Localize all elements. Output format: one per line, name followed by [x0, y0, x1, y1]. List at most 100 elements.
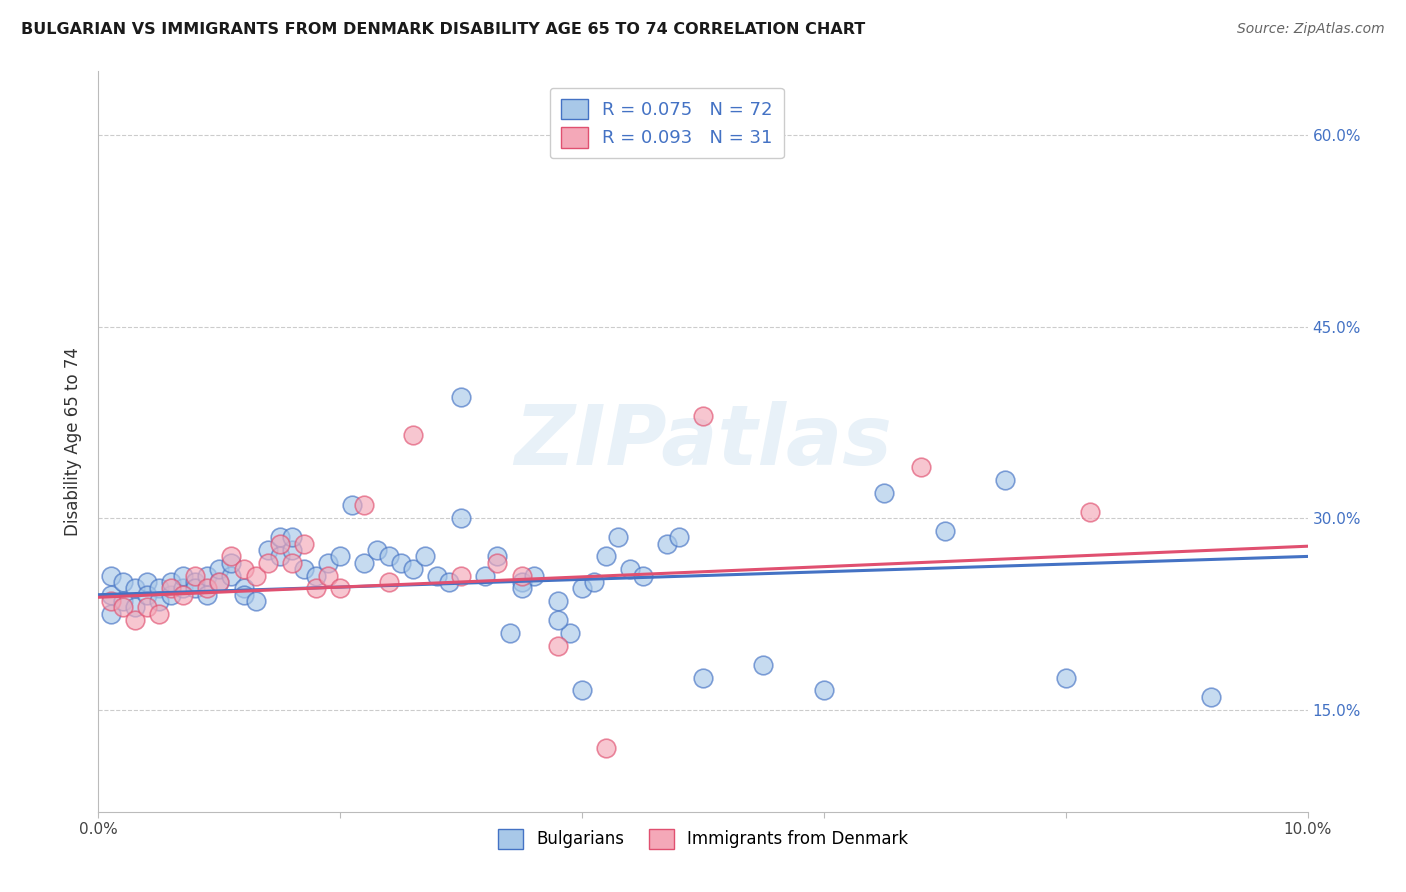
Point	[1199, 690, 1222, 704]
Point	[692, 409, 714, 423]
Y-axis label: Disability Age 65 to 74: Disability Age 65 to 74	[65, 347, 83, 536]
Point	[124, 613, 146, 627]
Point	[547, 639, 569, 653]
Point	[305, 582, 328, 596]
Point	[655, 536, 678, 550]
Point	[402, 562, 425, 576]
Point	[402, 428, 425, 442]
Point	[281, 556, 304, 570]
Text: Source: ZipAtlas.com: Source: ZipAtlas.com	[1237, 22, 1385, 37]
Point	[195, 588, 218, 602]
Point	[256, 556, 278, 570]
Point	[389, 556, 412, 570]
Point	[583, 574, 606, 589]
Point	[510, 582, 533, 596]
Point	[510, 574, 533, 589]
Point	[437, 574, 460, 589]
Point	[595, 549, 617, 564]
Point	[208, 562, 231, 576]
Point	[547, 613, 569, 627]
Point	[195, 568, 218, 582]
Point	[124, 600, 146, 615]
Point	[366, 543, 388, 558]
Point	[111, 600, 134, 615]
Point	[619, 562, 641, 576]
Point	[631, 568, 654, 582]
Point	[558, 626, 581, 640]
Point	[510, 568, 533, 582]
Point	[595, 740, 617, 755]
Point	[245, 568, 267, 582]
Point	[413, 549, 436, 564]
Point	[668, 530, 690, 544]
Point	[426, 568, 449, 582]
Point	[498, 626, 520, 640]
Point	[607, 530, 630, 544]
Point	[329, 549, 352, 564]
Point	[232, 588, 254, 602]
Point	[292, 536, 315, 550]
Point	[377, 549, 399, 564]
Point	[571, 582, 593, 596]
Point	[135, 574, 157, 589]
Point	[450, 390, 472, 404]
Point	[305, 568, 328, 582]
Point	[474, 568, 496, 582]
Point	[232, 562, 254, 576]
Point	[353, 499, 375, 513]
Point	[148, 582, 170, 596]
Point	[245, 594, 267, 608]
Point	[994, 473, 1017, 487]
Point	[342, 499, 364, 513]
Point	[813, 683, 835, 698]
Point	[135, 600, 157, 615]
Point	[160, 574, 183, 589]
Point	[135, 588, 157, 602]
Point	[692, 671, 714, 685]
Point	[523, 568, 546, 582]
Point	[486, 556, 509, 570]
Point	[353, 556, 375, 570]
Point	[160, 588, 183, 602]
Point	[221, 556, 243, 570]
Point	[450, 511, 472, 525]
Point	[269, 536, 291, 550]
Point	[195, 582, 218, 596]
Text: BULGARIAN VS IMMIGRANTS FROM DENMARK DISABILITY AGE 65 TO 74 CORRELATION CHART: BULGARIAN VS IMMIGRANTS FROM DENMARK DIS…	[21, 22, 865, 37]
Point	[100, 607, 122, 621]
Point	[232, 582, 254, 596]
Point	[316, 568, 339, 582]
Point	[292, 562, 315, 576]
Point	[100, 594, 122, 608]
Point	[269, 530, 291, 544]
Point	[148, 594, 170, 608]
Point	[221, 549, 243, 564]
Point	[160, 582, 183, 596]
Point	[571, 683, 593, 698]
Point	[329, 582, 352, 596]
Point	[934, 524, 956, 538]
Point	[1054, 671, 1077, 685]
Text: ZIPatlas: ZIPatlas	[515, 401, 891, 482]
Point	[281, 530, 304, 544]
Point	[100, 588, 122, 602]
Point	[111, 594, 134, 608]
Point	[873, 485, 896, 500]
Point	[208, 574, 231, 589]
Point	[1078, 505, 1101, 519]
Point	[184, 568, 207, 582]
Point	[100, 568, 122, 582]
Point	[377, 574, 399, 589]
Point	[148, 607, 170, 621]
Point	[752, 657, 775, 672]
Point	[172, 588, 194, 602]
Point	[281, 543, 304, 558]
Point	[208, 574, 231, 589]
Point	[172, 568, 194, 582]
Point	[256, 543, 278, 558]
Point	[316, 556, 339, 570]
Point	[486, 549, 509, 564]
Point	[172, 582, 194, 596]
Point	[221, 568, 243, 582]
Point	[547, 594, 569, 608]
